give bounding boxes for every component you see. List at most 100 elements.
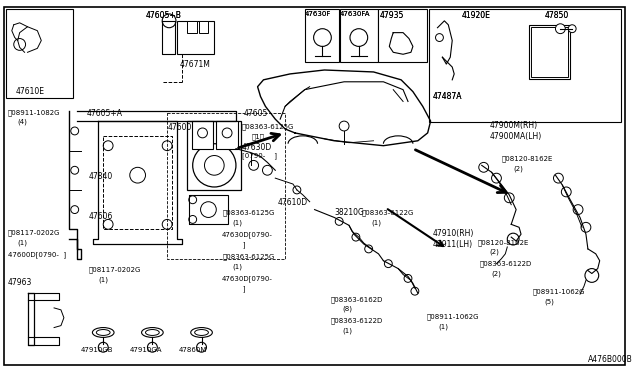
Bar bbox=[529, 25, 570, 79]
Text: [0790-    ]: [0790- ] bbox=[242, 153, 277, 159]
Text: (1): (1) bbox=[372, 219, 381, 226]
Text: 47630FA: 47630FA bbox=[340, 11, 371, 17]
Text: (8): (8) bbox=[342, 306, 352, 312]
Text: Ⓝ08363-6162D: Ⓝ08363-6162D bbox=[330, 296, 383, 303]
Text: 47630D[0790-: 47630D[0790- bbox=[222, 275, 273, 282]
Text: Ⓝ08363-6125G: Ⓝ08363-6125G bbox=[242, 123, 294, 130]
Circle shape bbox=[200, 202, 216, 218]
Circle shape bbox=[162, 141, 172, 151]
Text: 47935: 47935 bbox=[380, 11, 404, 20]
Text: 47610D: 47610D bbox=[277, 198, 307, 207]
Bar bbox=[305, 9, 339, 62]
Text: (1): (1) bbox=[342, 328, 352, 334]
Circle shape bbox=[585, 269, 598, 282]
Circle shape bbox=[249, 160, 259, 170]
Text: (1): (1) bbox=[99, 276, 108, 283]
Text: 47630FA: 47630FA bbox=[340, 11, 371, 17]
Text: 47963: 47963 bbox=[8, 278, 32, 288]
Bar bbox=[192, 121, 213, 149]
Text: ⓝ08911-1062G: ⓝ08911-1062G bbox=[533, 288, 586, 295]
Text: 47935: 47935 bbox=[380, 11, 404, 20]
Circle shape bbox=[71, 166, 79, 174]
Circle shape bbox=[162, 219, 172, 229]
Bar bbox=[531, 27, 568, 77]
Bar bbox=[177, 21, 214, 54]
Circle shape bbox=[508, 233, 519, 245]
Circle shape bbox=[339, 121, 349, 131]
Bar bbox=[340, 9, 378, 62]
Text: 47605+B: 47605+B bbox=[145, 11, 181, 20]
Circle shape bbox=[189, 215, 196, 223]
Text: ⓝ08911-1062G: ⓝ08911-1062G bbox=[427, 314, 479, 320]
Bar bbox=[378, 9, 427, 62]
Circle shape bbox=[435, 33, 444, 42]
Circle shape bbox=[385, 260, 392, 267]
Text: (1): (1) bbox=[18, 239, 28, 246]
Circle shape bbox=[335, 218, 343, 225]
Text: 47850: 47850 bbox=[545, 11, 569, 20]
Text: ⒲08117-0202G: ⒲08117-0202G bbox=[8, 229, 60, 236]
Bar bbox=[189, 195, 228, 224]
Text: Ⓝ08363-6122G: Ⓝ08363-6122G bbox=[362, 209, 414, 216]
Text: (2): (2) bbox=[492, 270, 501, 277]
Circle shape bbox=[568, 25, 576, 33]
Text: 47630F: 47630F bbox=[305, 11, 331, 17]
Circle shape bbox=[504, 193, 514, 203]
Text: 47850: 47850 bbox=[545, 11, 569, 20]
Circle shape bbox=[479, 163, 488, 172]
Text: A476B000B: A476B000B bbox=[588, 355, 633, 364]
Text: Ⓝ08363-6122D: Ⓝ08363-6122D bbox=[330, 318, 383, 324]
Text: 47910(RH): 47910(RH) bbox=[433, 229, 474, 238]
Text: 47860M: 47860M bbox=[179, 347, 207, 353]
Text: ⒲08120-8162E: ⒲08120-8162E bbox=[501, 155, 553, 162]
Text: 47900M(RH): 47900M(RH) bbox=[490, 121, 538, 130]
Circle shape bbox=[189, 196, 196, 204]
Text: 47600D[0790-  ]: 47600D[0790- ] bbox=[8, 251, 66, 258]
Circle shape bbox=[205, 155, 224, 175]
Ellipse shape bbox=[97, 330, 110, 336]
Text: ]: ] bbox=[236, 285, 246, 292]
Text: 47910GB: 47910GB bbox=[81, 347, 113, 353]
Bar bbox=[187, 121, 241, 190]
Circle shape bbox=[71, 127, 79, 135]
Circle shape bbox=[71, 206, 79, 214]
Circle shape bbox=[147, 342, 157, 352]
Text: 47630D: 47630D bbox=[242, 143, 272, 152]
Circle shape bbox=[404, 275, 412, 282]
Text: 47487A: 47487A bbox=[433, 92, 462, 100]
Circle shape bbox=[130, 167, 145, 183]
Circle shape bbox=[222, 128, 232, 138]
Circle shape bbox=[365, 245, 372, 253]
Text: (1): (1) bbox=[232, 219, 242, 226]
Text: （1）: （1） bbox=[252, 133, 265, 140]
Text: ⒲08117-0202G: ⒲08117-0202G bbox=[88, 267, 141, 273]
Bar bbox=[187, 21, 196, 33]
Circle shape bbox=[314, 29, 332, 46]
Text: 38210G: 38210G bbox=[334, 208, 364, 217]
Text: 47610E: 47610E bbox=[16, 87, 45, 96]
Text: 47630F: 47630F bbox=[305, 11, 331, 17]
Text: 47487A: 47487A bbox=[433, 92, 462, 100]
Circle shape bbox=[352, 233, 360, 241]
Text: ]: ] bbox=[236, 241, 246, 248]
Circle shape bbox=[561, 187, 571, 197]
Circle shape bbox=[350, 29, 368, 46]
Text: 47600: 47600 bbox=[167, 123, 191, 132]
Circle shape bbox=[198, 128, 207, 138]
Text: Ⓝ08363-6125G: Ⓝ08363-6125G bbox=[222, 209, 275, 216]
Ellipse shape bbox=[195, 330, 209, 336]
Text: 47900MA(LH): 47900MA(LH) bbox=[490, 132, 542, 141]
Text: Ⓝ08363-6122D: Ⓝ08363-6122D bbox=[480, 261, 532, 267]
Text: Ⓝ08363-6125G: Ⓝ08363-6125G bbox=[222, 254, 275, 260]
Circle shape bbox=[99, 342, 108, 352]
Circle shape bbox=[103, 141, 113, 151]
Bar bbox=[429, 9, 621, 122]
Text: 41920E: 41920E bbox=[462, 11, 491, 20]
Circle shape bbox=[492, 173, 501, 183]
Bar bbox=[216, 121, 238, 149]
Text: (5): (5) bbox=[545, 298, 554, 305]
Text: 47630D[0790-: 47630D[0790- bbox=[222, 231, 273, 238]
Circle shape bbox=[103, 219, 113, 229]
Circle shape bbox=[556, 24, 565, 33]
Circle shape bbox=[411, 287, 419, 295]
